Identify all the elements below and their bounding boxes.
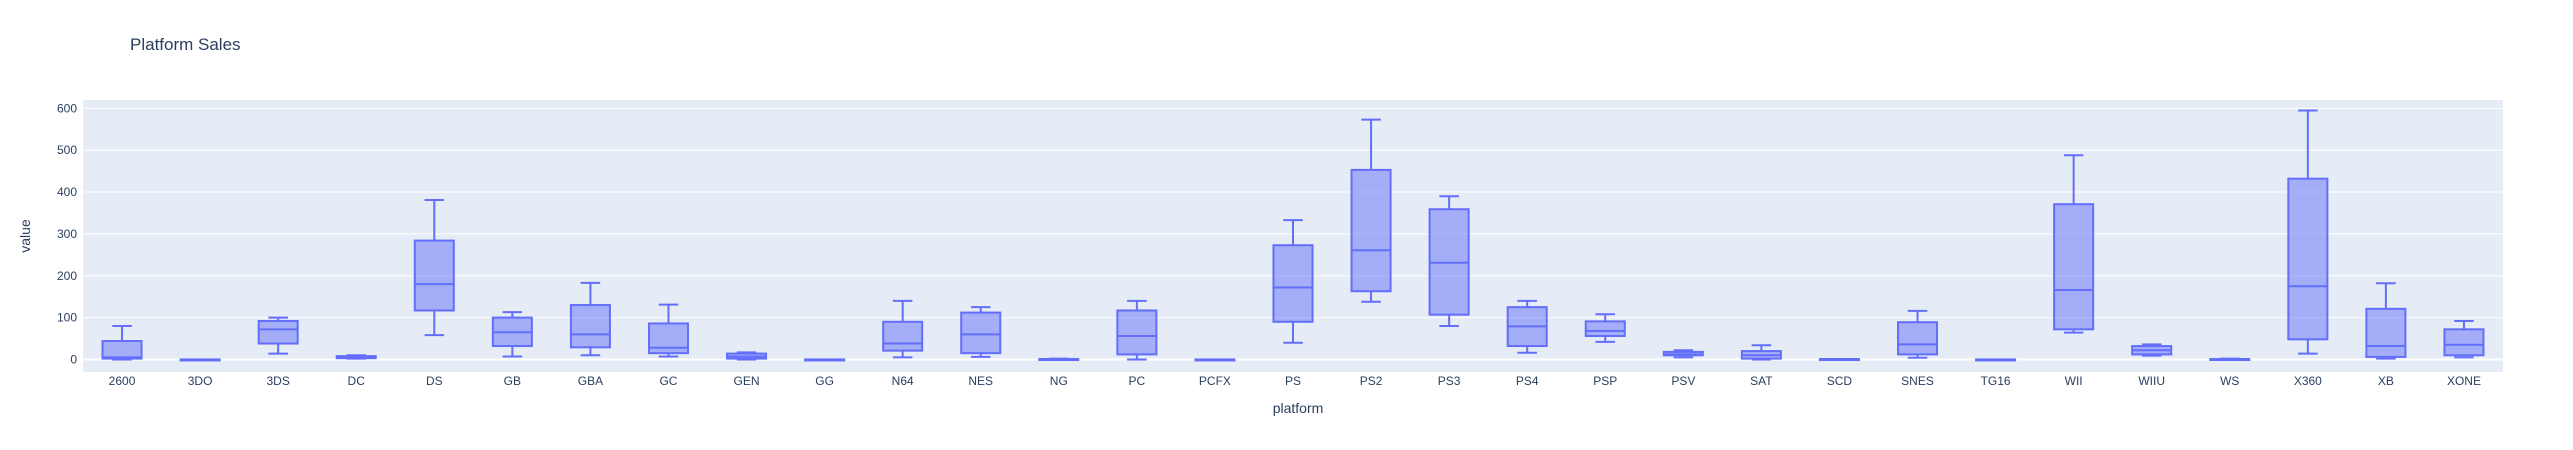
box-TG16 (1975, 358, 2017, 362)
y-tick-label: 100 (57, 311, 77, 325)
box-PS4 (1506, 299, 1548, 354)
box-iqr (2443, 328, 2485, 357)
x-tick-label: XB (2378, 374, 2394, 388)
x-tick-labels: 2600 3DO 3DS DC DS GB GBA GC GEN GG N64 NES NG PC PCFX… (109, 374, 2481, 388)
box-PC (1116, 299, 1158, 361)
box-DS (413, 199, 455, 337)
x-tick-label: XONE (2447, 374, 2481, 388)
box-iqr (1272, 244, 1314, 323)
x-tick-label: GB (504, 374, 521, 388)
box-2600 (101, 324, 143, 361)
x-tick-label: 3DO (188, 374, 213, 388)
x-tick-label: TG16 (1981, 374, 2011, 388)
box-iqr (2365, 307, 2407, 358)
box-iqr (1584, 320, 1626, 338)
box-SAT (1740, 344, 1782, 361)
boxes (101, 109, 2485, 362)
box-GC (647, 303, 689, 358)
y-axis-title: value (17, 219, 33, 253)
box-NG (1038, 357, 1080, 362)
x-tick-label: PS2 (1360, 374, 1383, 388)
x-tick-label: GBA (578, 374, 603, 388)
box-WIIU (2131, 343, 2173, 357)
box-PSV (1662, 349, 1704, 359)
y-tick-label: 400 (57, 185, 77, 199)
x-tick-label: GEN (734, 374, 760, 388)
x-tick-label: SNES (1901, 374, 1934, 388)
x-tick-label: SAT (1750, 374, 1773, 388)
y-tick-label: 500 (57, 143, 77, 157)
box-iqr (1116, 309, 1158, 356)
box-NES (960, 306, 1002, 358)
box-PS3 (1428, 195, 1470, 327)
x-tick-label: NES (968, 374, 993, 388)
x-tick-label: X360 (2294, 374, 2322, 388)
y-tick-labels: 0 100 200 300 400 500 600 (57, 101, 77, 366)
x-tick-label: NG (1050, 374, 1068, 388)
box-GG (804, 358, 846, 362)
x-tick-label: PS3 (1438, 374, 1461, 388)
box-iqr (960, 311, 1002, 355)
box-XB (2365, 282, 2407, 360)
box-PS (1272, 219, 1314, 344)
box-iqr (413, 239, 455, 312)
x-tick-label: PS (1285, 374, 1301, 388)
box-iqr (882, 320, 924, 352)
x-tick-label: WII (2065, 374, 2083, 388)
y-tick-label: 0 (70, 352, 77, 366)
x-tick-label: 2600 (109, 374, 136, 388)
box-XONE (2443, 319, 2485, 359)
x-tick-label: SCD (1827, 374, 1853, 388)
box-GBA (569, 281, 611, 357)
y-tick-label: 600 (57, 101, 77, 115)
x-tick-label: GC (659, 374, 677, 388)
box-PSP (1584, 313, 1626, 343)
x-tick-label: PSP (1593, 374, 1617, 388)
box-iqr (2287, 177, 2329, 341)
x-tick-label: DC (348, 374, 366, 388)
box-X360 (2287, 109, 2329, 355)
x-tick-label: DS (426, 374, 443, 388)
x-tick-label: WS (2220, 374, 2239, 388)
box-iqr (101, 340, 143, 360)
box-iqr (569, 304, 611, 349)
y-tick-label: 300 (57, 227, 77, 241)
box-PCFX (1194, 358, 1236, 362)
box-DC (335, 354, 377, 360)
box-iqr (257, 319, 299, 345)
x-tick-label: GG (815, 374, 834, 388)
box-WII (2053, 154, 2095, 334)
x-tick-label: PSV (1671, 374, 1695, 388)
box-SCD (1818, 358, 1860, 362)
box-GEN (726, 351, 768, 361)
box-WS (2209, 357, 2251, 362)
box-3DS (257, 316, 299, 355)
box-iqr (1897, 321, 1939, 356)
x-tick-label: 3DS (266, 374, 289, 388)
box-iqr (1350, 168, 1392, 293)
box-iqr (2053, 203, 2095, 331)
chart-title: Platform Sales (130, 35, 241, 54)
box-3DO (179, 358, 221, 362)
y-tick-label: 200 (57, 269, 77, 283)
x-axis-title: platform (1273, 400, 1324, 416)
box-SNES (1897, 309, 1939, 359)
x-tick-label: WIIU (2138, 374, 2165, 388)
box-GB (491, 311, 533, 358)
x-tick-label: PS4 (1516, 374, 1539, 388)
x-tick-label: N64 (892, 374, 914, 388)
box-N64 (882, 299, 924, 359)
box-PS2 (1350, 118, 1392, 303)
x-tick-label: PCFX (1199, 374, 1231, 388)
x-tick-label: PC (1129, 374, 1146, 388)
